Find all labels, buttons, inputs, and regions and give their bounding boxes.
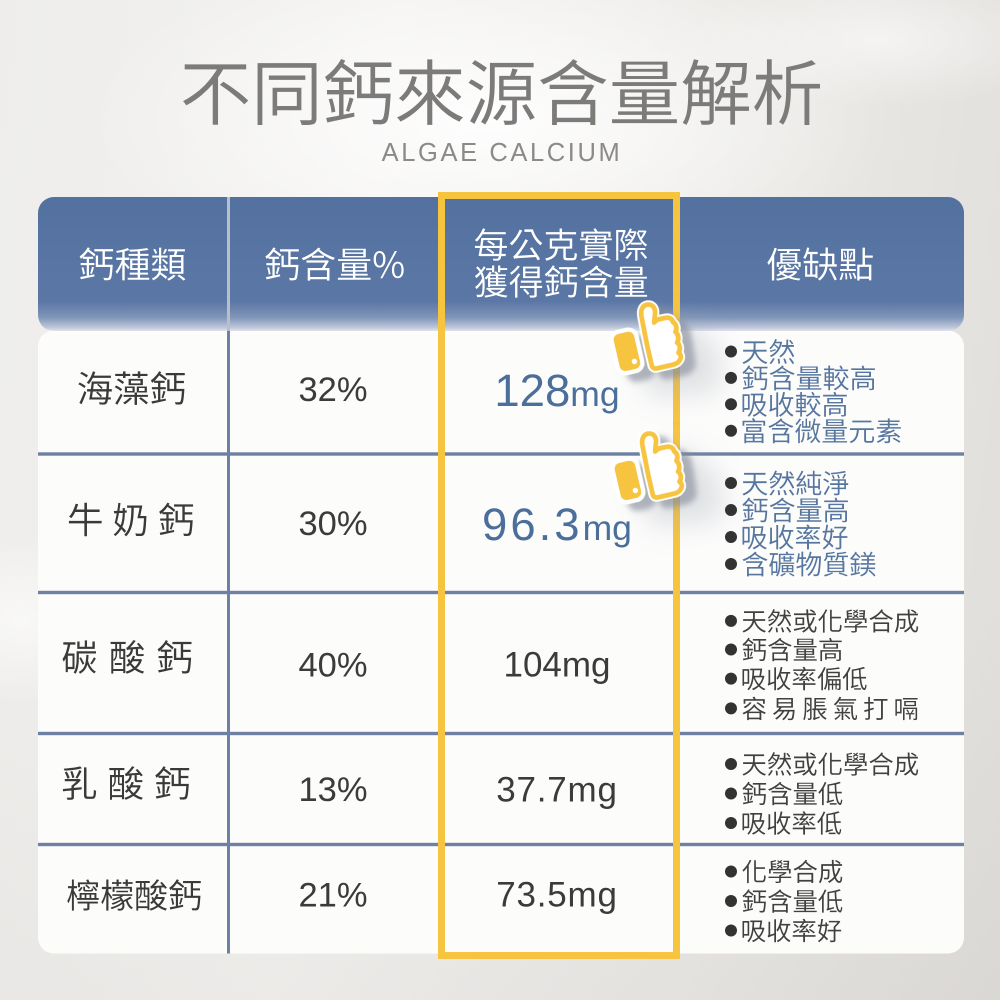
svg-text:13%: 13%: [298, 771, 367, 809]
svg-text:21%: 21%: [298, 877, 367, 915]
svg-text:104mg: 104mg: [503, 646, 610, 685]
svg-text:37.7mg: 37.7mg: [496, 771, 618, 810]
svg-text:32%: 32%: [298, 371, 367, 409]
svg-text:40%: 40%: [298, 647, 367, 685]
svg-text:128mg: 128mg: [494, 365, 619, 416]
svg-text:96.3mg: 96.3mg: [482, 499, 632, 550]
svg-text:30%: 30%: [298, 505, 367, 543]
svg-text:ALGAE CALCIUM: ALGAE CALCIUM: [382, 139, 623, 167]
svg-text:73.5mg: 73.5mg: [496, 876, 618, 915]
